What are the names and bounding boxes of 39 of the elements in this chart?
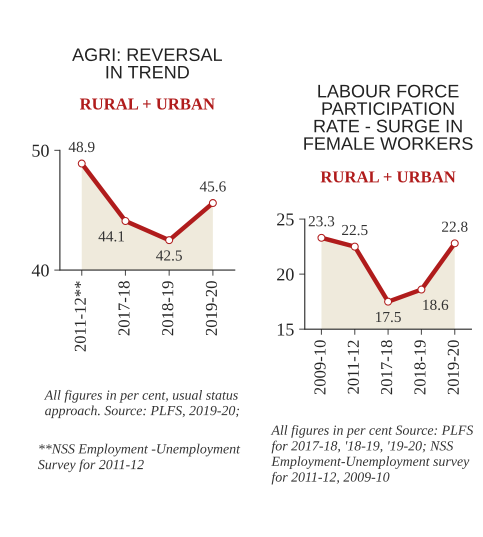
chart-subtitle: RURAL + URBAN <box>320 171 456 183</box>
chart-title: AGRI: REVERSAL IN TREND <box>72 48 222 78</box>
text: **NSS Employment -Unemployment Survey for 2011-12 <box>38 444 240 472</box>
x-tick-label: 2009-10 <box>314 340 326 394</box>
x-tick-label: 2019-20 <box>448 340 459 394</box>
y-tick-label: 15 <box>278 324 294 336</box>
point <box>384 298 392 306</box>
data-label: 22.8 <box>442 222 468 232</box>
y-tick-label: 20 <box>277 268 294 281</box>
point <box>450 239 459 248</box>
x-tick-label: 2019-20 <box>206 281 218 336</box>
x-tick-label: 2011-12 <box>348 340 359 394</box>
y-tick-label: 25 <box>277 213 294 226</box>
text: All figures in per cent Source: PLFS for 2017-18, '18-19, '19-20; NSS Employment-Unemployment survey for 2011-12, 2009-10 <box>270 424 474 485</box>
x-tick-label: 2017-18 <box>118 281 130 336</box>
y-tick-label: 40 <box>32 264 49 277</box>
x-tick-label: 2011-12** <box>74 281 86 352</box>
data-label: 17.5 <box>376 312 401 322</box>
y-tick-label: 50 <box>32 144 49 157</box>
data-label: 18.6 <box>423 300 448 310</box>
text: All figures in per cent, usual status approach. Source: PLFS, 2019-20; <box>44 390 240 418</box>
data-label: 48.9 <box>68 142 94 152</box>
chart-title: LABOUR FORCE PARTICIPATION RATE - SURGE IN FEMALE WORKERS <box>304 84 473 150</box>
point <box>121 217 130 226</box>
data-label: 45.6 <box>200 181 226 192</box>
x-tick-label: 2017-18 <box>381 340 392 394</box>
data-label: 22.5 <box>342 224 368 236</box>
chart-subtitle: RURAL + URBAN <box>80 98 215 110</box>
point <box>317 234 326 242</box>
data-label: 23.3 <box>308 216 334 226</box>
data-label: 42.5 <box>156 250 182 261</box>
data-label: 44.1 <box>98 231 124 242</box>
point <box>350 242 359 251</box>
point <box>417 286 426 294</box>
point <box>208 199 217 208</box>
point <box>78 160 86 168</box>
point <box>165 236 174 244</box>
x-tick-label: 2018-19 <box>162 281 174 336</box>
x-tick-label: 2018-19 <box>414 340 426 394</box>
